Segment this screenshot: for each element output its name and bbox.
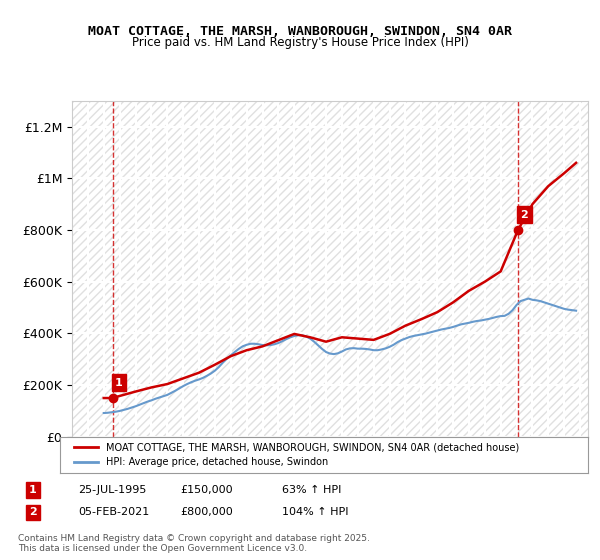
Text: Contains HM Land Registry data © Crown copyright and database right 2025.
This d: Contains HM Land Registry data © Crown c… [18,534,370,553]
Text: 2: 2 [29,507,37,517]
Text: 25-JUL-1995: 25-JUL-1995 [78,485,146,495]
Text: £150,000: £150,000 [180,485,233,495]
Text: 1: 1 [115,377,123,388]
Text: 1: 1 [29,485,37,495]
Text: 05-FEB-2021: 05-FEB-2021 [78,507,149,517]
Text: 104% ↑ HPI: 104% ↑ HPI [282,507,349,517]
Text: Price paid vs. HM Land Registry's House Price Index (HPI): Price paid vs. HM Land Registry's House … [131,36,469,49]
Legend: MOAT COTTAGE, THE MARSH, WANBOROUGH, SWINDON, SN4 0AR (detached house), HPI: Ave: MOAT COTTAGE, THE MARSH, WANBOROUGH, SWI… [70,438,523,472]
Text: 2: 2 [520,209,528,220]
Text: 63% ↑ HPI: 63% ↑ HPI [282,485,341,495]
Text: £800,000: £800,000 [180,507,233,517]
Text: MOAT COTTAGE, THE MARSH, WANBOROUGH, SWINDON, SN4 0AR: MOAT COTTAGE, THE MARSH, WANBOROUGH, SWI… [88,25,512,38]
